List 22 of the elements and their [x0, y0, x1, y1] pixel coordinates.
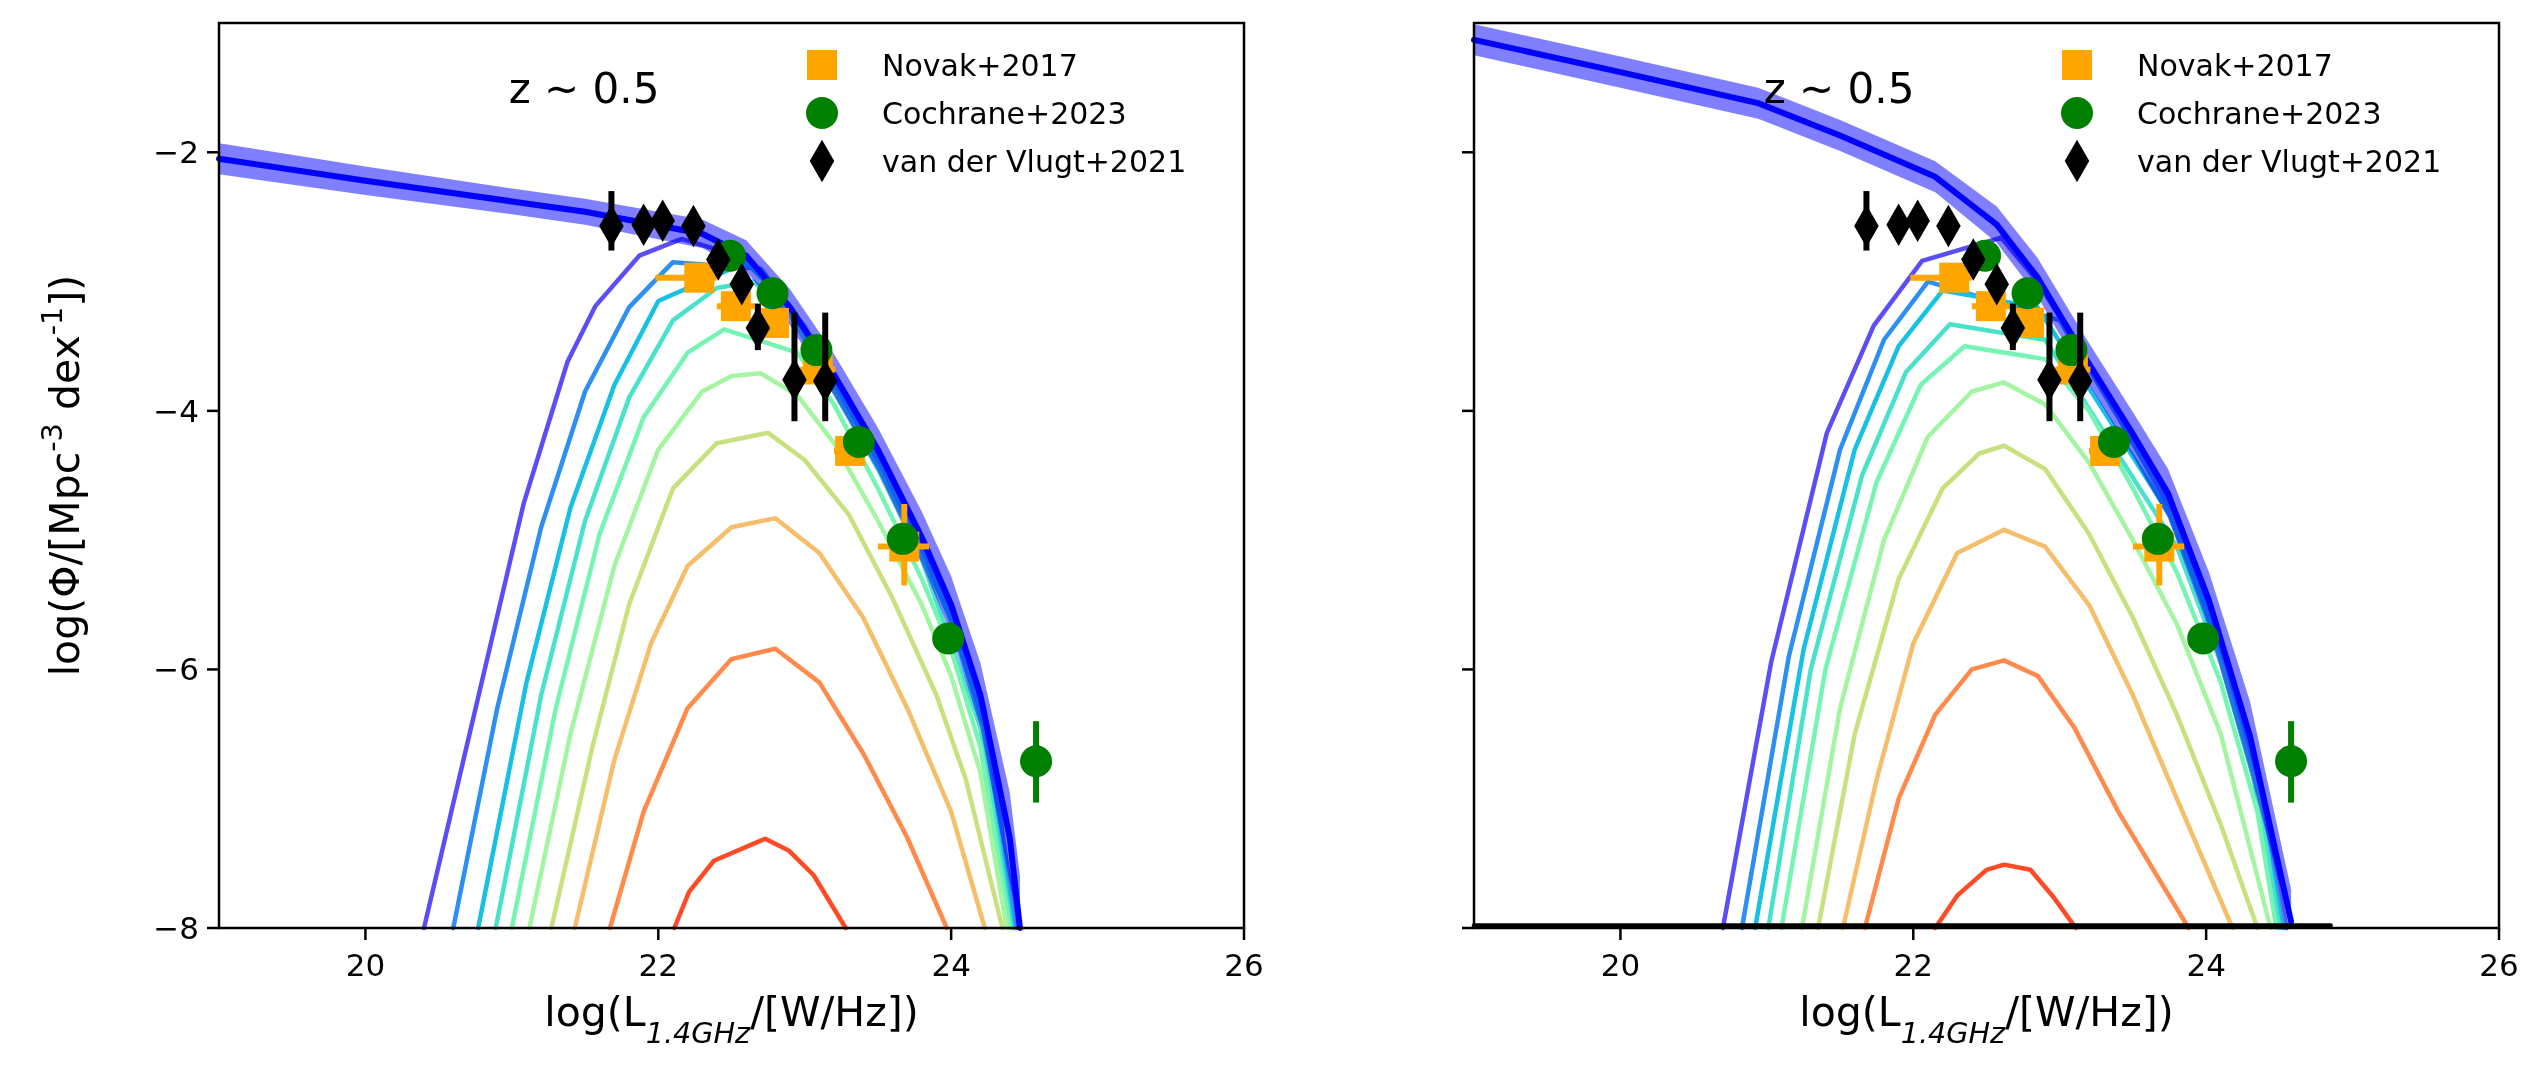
x-tick-label: 22 [638, 947, 679, 983]
y-tick-label: −6 [153, 651, 199, 688]
x-tick-label: 26 [2479, 947, 2519, 983]
x-tick-label: 24 [2186, 947, 2226, 983]
legend-label: Cochrane+2023 [2137, 96, 2382, 131]
x-tick-label: 20 [345, 947, 386, 983]
x-tick-label: 24 [931, 947, 971, 983]
x-axis-title: log(L$_{1.4GHz}$/[W/Hz]) [544, 988, 919, 1050]
x-tick-label: 26 [1224, 947, 1264, 983]
y-tick-label: −8 [153, 910, 199, 946]
x-axis-title: log(L$_{1.4GHz}$/[W/Hz]) [1799, 988, 2174, 1050]
legend-label: van der Vlugt+2021 [882, 144, 1187, 179]
annotation: z ∼ 0.5 [508, 64, 660, 113]
x-tick-label: 22 [1893, 947, 1934, 983]
legend-label: Novak+2017 [882, 48, 1078, 83]
legend-label: Novak+2017 [2137, 48, 2333, 83]
y-tick-label: −2 [153, 134, 199, 171]
legend-label: van der Vlugt+2021 [2137, 144, 2442, 179]
x-tick-label: 20 [1600, 947, 1641, 983]
legend-label: Cochrane+2023 [882, 96, 1127, 131]
annotation: z ∼ 0.5 [1763, 64, 1915, 113]
y-tick-label: −4 [153, 392, 199, 429]
